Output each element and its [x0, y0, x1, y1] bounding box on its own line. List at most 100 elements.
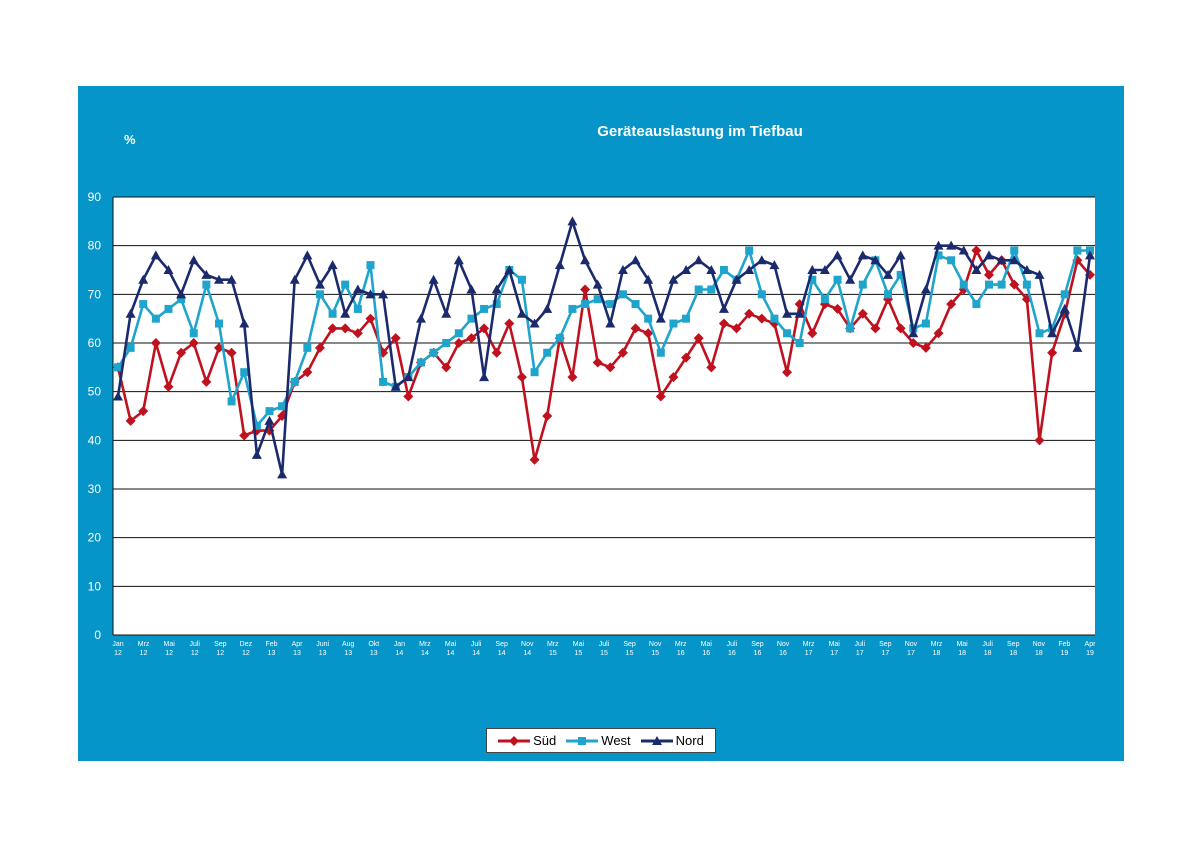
- legend-label-west: West: [601, 733, 631, 748]
- y-tick-label: 50: [88, 385, 102, 399]
- x-tick-month: Nov: [521, 641, 534, 648]
- point-west: [921, 319, 930, 328]
- point-nord: [769, 260, 780, 270]
- x-tick-year: 14: [447, 650, 455, 657]
- point-nord: [125, 308, 136, 318]
- point-nord: [466, 284, 477, 294]
- point-west: [757, 290, 766, 299]
- point-nord: [516, 308, 527, 318]
- point-nord: [251, 449, 262, 459]
- point-nord: [201, 269, 212, 279]
- point-west: [543, 348, 552, 357]
- x-tick-year: 18: [984, 650, 992, 657]
- point-west: [745, 246, 754, 255]
- point-nord: [756, 255, 767, 265]
- x-tick-year: 17: [830, 650, 838, 657]
- x-tick-year: 12: [216, 650, 224, 657]
- legend-label-sued: Süd: [533, 733, 557, 748]
- point-nord: [491, 284, 502, 294]
- point-nord: [289, 274, 300, 284]
- point-nord: [1009, 255, 1020, 265]
- point-nord: [807, 265, 818, 274]
- point-nord: [681, 265, 692, 274]
- chart-title: Geräteauslastung im Tiefbau: [597, 123, 803, 140]
- point-nord: [958, 245, 969, 255]
- x-tick-month: Nov: [905, 641, 918, 648]
- point-west: [252, 421, 261, 430]
- x-tick-year: 18: [1009, 650, 1017, 657]
- y-tick-label: 40: [88, 433, 102, 447]
- point-sued: [706, 362, 717, 373]
- point-sued: [327, 323, 338, 334]
- x-tick-year: 15: [626, 650, 634, 657]
- point-nord: [668, 274, 679, 284]
- point-sued: [971, 245, 982, 256]
- x-tick-year: 19: [1086, 650, 1094, 657]
- point-nord: [453, 255, 464, 265]
- point-nord: [819, 265, 830, 274]
- legend-swatch-sued: [498, 735, 531, 746]
- point-sued: [744, 308, 755, 319]
- point-nord: [441, 308, 452, 318]
- point-sued: [491, 347, 502, 358]
- x-tick-month: Mrz: [931, 641, 943, 648]
- point-west: [278, 402, 287, 411]
- x-tick-month: Nov: [649, 641, 662, 648]
- x-tick-year: 14: [498, 650, 506, 657]
- point-west: [1010, 246, 1019, 255]
- point-nord: [150, 250, 161, 260]
- series-line-nord: [116, 220, 1092, 476]
- x-tick-month: Mrz: [803, 641, 815, 648]
- x-tick-month: Feb: [1058, 641, 1070, 648]
- x-tick-year: 12: [114, 650, 122, 657]
- point-sued: [479, 323, 490, 334]
- point-sued: [302, 367, 313, 378]
- x-tick-year: 13: [344, 650, 352, 657]
- x-tick-month: Juli: [855, 641, 866, 648]
- x-tick-year: 13: [268, 650, 276, 657]
- point-sued: [1009, 279, 1020, 290]
- point-nord: [352, 284, 363, 294]
- point-west: [139, 300, 148, 309]
- point-sued: [908, 338, 919, 348]
- point-nord: [163, 265, 174, 274]
- x-tick-year: 17: [856, 650, 864, 657]
- point-sued: [592, 357, 603, 368]
- y-tick-label: 60: [88, 336, 102, 350]
- point-sued: [681, 352, 692, 363]
- point-west: [214, 319, 223, 328]
- point-sued: [352, 328, 363, 339]
- point-west: [126, 343, 135, 352]
- x-tick-month: Mai: [164, 641, 176, 648]
- point-nord: [592, 279, 603, 289]
- point-nord: [895, 250, 906, 260]
- x-tick-year: 12: [165, 650, 173, 657]
- x-tick-year: 16: [779, 650, 787, 657]
- point-west: [290, 377, 299, 386]
- point-west: [644, 314, 653, 323]
- legend-item-sued: Süd: [498, 733, 556, 748]
- point-nord: [605, 318, 616, 328]
- x-tick-year: 13: [319, 650, 327, 657]
- point-west: [480, 304, 489, 313]
- point-nord: [933, 240, 944, 250]
- point-nord: [554, 260, 565, 270]
- point-sued: [226, 347, 237, 358]
- point-west: [114, 363, 122, 372]
- point-west: [328, 309, 337, 318]
- point-west: [707, 285, 716, 294]
- x-tick-month: Mai: [701, 641, 713, 648]
- point-nord: [226, 274, 237, 284]
- point-west: [568, 304, 577, 313]
- point-sued: [933, 328, 944, 339]
- point-west: [694, 285, 703, 294]
- x-tick-year: 16: [728, 650, 736, 657]
- point-nord: [314, 279, 325, 289]
- point-sued: [466, 333, 477, 344]
- point-nord: [883, 269, 894, 279]
- y-tick-label: 10: [88, 579, 102, 593]
- point-sued: [542, 411, 553, 421]
- x-tick-month: Feb: [265, 641, 277, 648]
- point-sued: [857, 308, 868, 319]
- point-nord: [415, 313, 426, 323]
